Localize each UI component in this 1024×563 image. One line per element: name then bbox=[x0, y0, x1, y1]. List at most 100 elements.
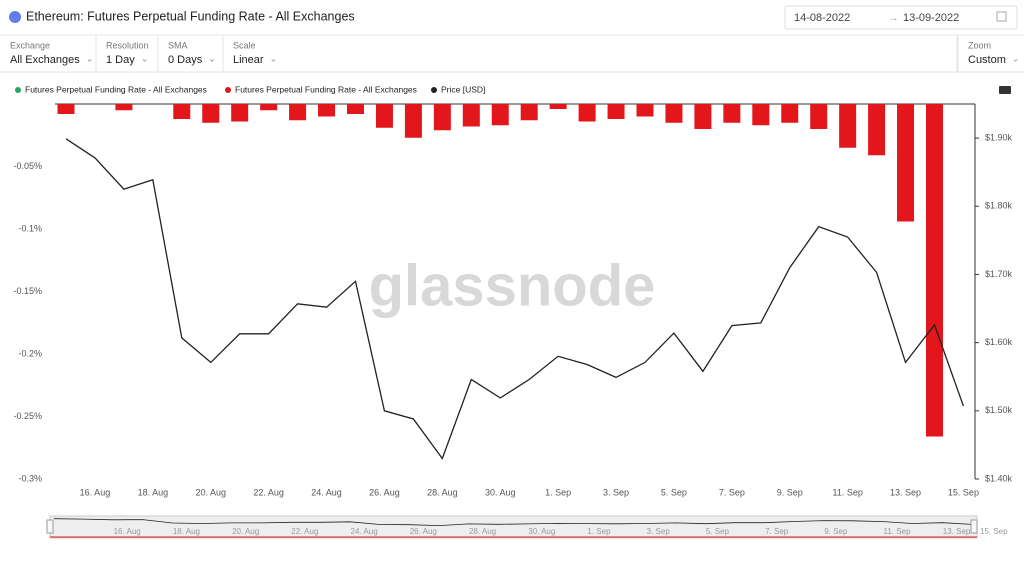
price-line bbox=[65, 138, 965, 460]
bar bbox=[289, 104, 307, 121]
date-from[interactable]: 14-08-2022 bbox=[794, 12, 850, 24]
bar bbox=[231, 104, 249, 122]
bar bbox=[462, 104, 480, 127]
chevron: ⌄ bbox=[141, 53, 149, 63]
navigator-label: 15. Sep bbox=[980, 527, 1008, 536]
watermark: glassnode bbox=[369, 253, 656, 318]
bar bbox=[520, 104, 538, 121]
navigator-label: 24. Aug bbox=[351, 527, 378, 536]
navigator-label: 20. Aug bbox=[232, 527, 259, 536]
legend-label[interactable]: Futures Perpetual Funding Rate - All Exc… bbox=[235, 84, 417, 94]
control-label: Exchange bbox=[10, 40, 50, 50]
control-label: Zoom bbox=[968, 40, 991, 50]
plot: -0.05% -0.1% -0.15% -0.2% -0.25% -0.3% $1.40k $… bbox=[13, 103, 1013, 497]
navigator: 16. Aug 18. Aug 20. Aug 22. Aug 24. Aug 26. A… bbox=[46, 515, 1008, 539]
navigator-handle[interactable] bbox=[46, 519, 54, 534]
chevron: ⌄ bbox=[208, 53, 216, 63]
bar bbox=[202, 104, 220, 123]
date-to[interactable]: 13-09-2022 bbox=[903, 12, 959, 24]
navigator-label: 13. Sep bbox=[943, 527, 971, 536]
bar bbox=[375, 104, 393, 128]
y2-tick-label: $1.80k bbox=[985, 201, 1013, 211]
legend-label[interactable]: Futures Perpetual Funding Rate - All Exc… bbox=[25, 84, 207, 94]
bar bbox=[839, 104, 857, 148]
y2-tick-label: $1.90k bbox=[985, 132, 1013, 142]
bar bbox=[491, 104, 509, 126]
navigator-label: 3. Sep bbox=[647, 527, 671, 536]
bar bbox=[607, 104, 625, 119]
x-tick-label: 16. Aug bbox=[80, 487, 111, 497]
y-tick-label: -0.3% bbox=[18, 473, 42, 483]
navigator-label: 11. Sep bbox=[884, 527, 912, 536]
navigator-label: 30. Aug bbox=[528, 527, 555, 536]
bar bbox=[404, 104, 422, 138]
x-tick-label: 9. Sep bbox=[777, 487, 803, 497]
legend-label[interactable]: Price [USD] bbox=[441, 84, 485, 94]
camera-icon[interactable] bbox=[999, 86, 1011, 94]
bar bbox=[578, 104, 596, 122]
y2-tick-label: $1.70k bbox=[985, 269, 1013, 279]
control-value[interactable]: Linear bbox=[233, 54, 264, 66]
chevron: ⌄ bbox=[270, 53, 278, 63]
bar bbox=[549, 104, 567, 109]
control-value[interactable]: All Exchanges bbox=[10, 54, 80, 66]
calendar-icon[interactable] bbox=[996, 11, 1007, 22]
date-range[interactable] bbox=[784, 5, 1018, 30]
bar bbox=[115, 104, 133, 111]
bar bbox=[57, 104, 75, 114]
navigator-handle[interactable] bbox=[970, 519, 978, 534]
page-title: Ethereum: Futures Perpetual Funding Rate… bbox=[26, 9, 355, 23]
bar bbox=[723, 104, 741, 123]
x-tick-label: 11. Sep bbox=[832, 487, 862, 497]
bar bbox=[665, 104, 683, 123]
y2-tick-label: $1.40k bbox=[985, 473, 1013, 483]
legend: Futures Perpetual Funding Rate - All Exc… bbox=[15, 84, 485, 94]
control-value[interactable]: 0 Days bbox=[168, 54, 203, 66]
chevron: ⌄ bbox=[1012, 53, 1020, 63]
controls: Exchange All Exchanges ⌄ Resolution 1 Day ⌄ SM… bbox=[10, 36, 1019, 72]
x-tick-label: 22. Aug bbox=[253, 487, 284, 497]
control-label: SMA bbox=[168, 40, 188, 50]
navigator-label: 9. Sep bbox=[824, 527, 848, 536]
x-tick-label: 24. Aug bbox=[311, 487, 342, 497]
navigator-label: 7. Sep bbox=[765, 527, 789, 536]
navigator-label: 26. Aug bbox=[410, 527, 437, 536]
x-tick-label: 26. Aug bbox=[369, 487, 400, 497]
bar bbox=[433, 104, 451, 131]
control-label: Scale bbox=[233, 40, 256, 50]
bar bbox=[318, 104, 336, 117]
navigator-label: 1. Sep bbox=[587, 527, 611, 536]
x-tick-label: 5. Sep bbox=[661, 487, 687, 497]
control-value[interactable]: 1 Day bbox=[106, 54, 135, 66]
x-tick-label: 28. Aug bbox=[427, 487, 458, 497]
navigator-label: 22. Aug bbox=[291, 527, 318, 536]
eth-icon bbox=[9, 11, 21, 23]
y-tick-label: -0.15% bbox=[13, 286, 42, 296]
x-tick-label: 13. Sep bbox=[890, 487, 921, 497]
x-tick-label: 7. Sep bbox=[719, 487, 745, 497]
bar bbox=[926, 104, 943, 437]
control-value[interactable]: Custom bbox=[968, 54, 1006, 66]
x-tick-label: 15. Sep bbox=[948, 487, 979, 497]
bar bbox=[347, 104, 364, 114]
control-label: Resolution bbox=[106, 40, 149, 50]
arrow: → bbox=[888, 12, 899, 24]
navigator-label: 5. Sep bbox=[706, 527, 730, 536]
x-tick-label: 20. Aug bbox=[195, 487, 226, 497]
x-tick-label: 18. Aug bbox=[138, 487, 169, 497]
bar bbox=[781, 104, 799, 123]
y-tick-label: -0.25% bbox=[13, 411, 42, 421]
bar bbox=[636, 104, 654, 117]
bar bbox=[694, 104, 712, 129]
bar bbox=[810, 104, 828, 129]
bar bbox=[260, 104, 278, 111]
x-tick-label: 30. Aug bbox=[485, 487, 516, 497]
legend-marker bbox=[431, 87, 437, 93]
x-tick-label: 1. Sep bbox=[545, 487, 571, 497]
y-tick-label: -0.1% bbox=[18, 223, 42, 233]
navigator-label: 28. Aug bbox=[469, 527, 496, 536]
legend-marker bbox=[225, 87, 231, 93]
bar bbox=[173, 104, 191, 119]
bar bbox=[752, 104, 770, 126]
